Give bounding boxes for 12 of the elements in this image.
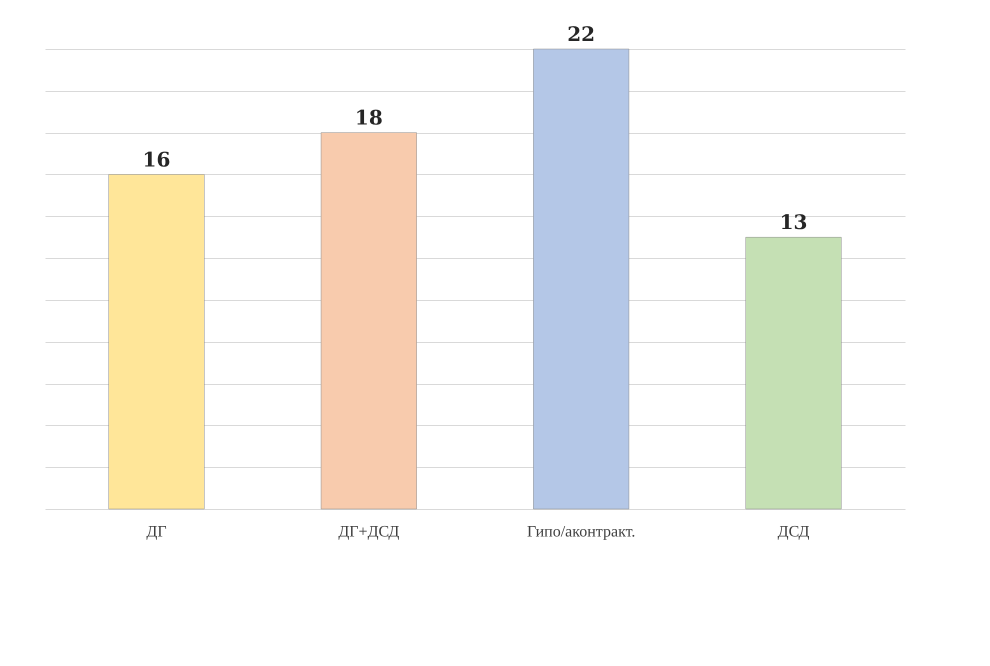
bar (108, 174, 205, 510)
x-tick-label: ДГ (146, 524, 167, 540)
x-tick-label: ДСД (778, 524, 810, 540)
data-label: 18 (354, 106, 383, 130)
x-tick-label: ДГ+ДСД (338, 524, 400, 540)
bar (745, 236, 842, 510)
x-tick-label: Гипо/аконтракт. (526, 524, 636, 540)
data-label: 16 (142, 147, 170, 172)
data-label: 22 (567, 22, 596, 46)
bar (533, 48, 630, 510)
bar (320, 132, 417, 510)
data-label: 13 (780, 210, 808, 234)
